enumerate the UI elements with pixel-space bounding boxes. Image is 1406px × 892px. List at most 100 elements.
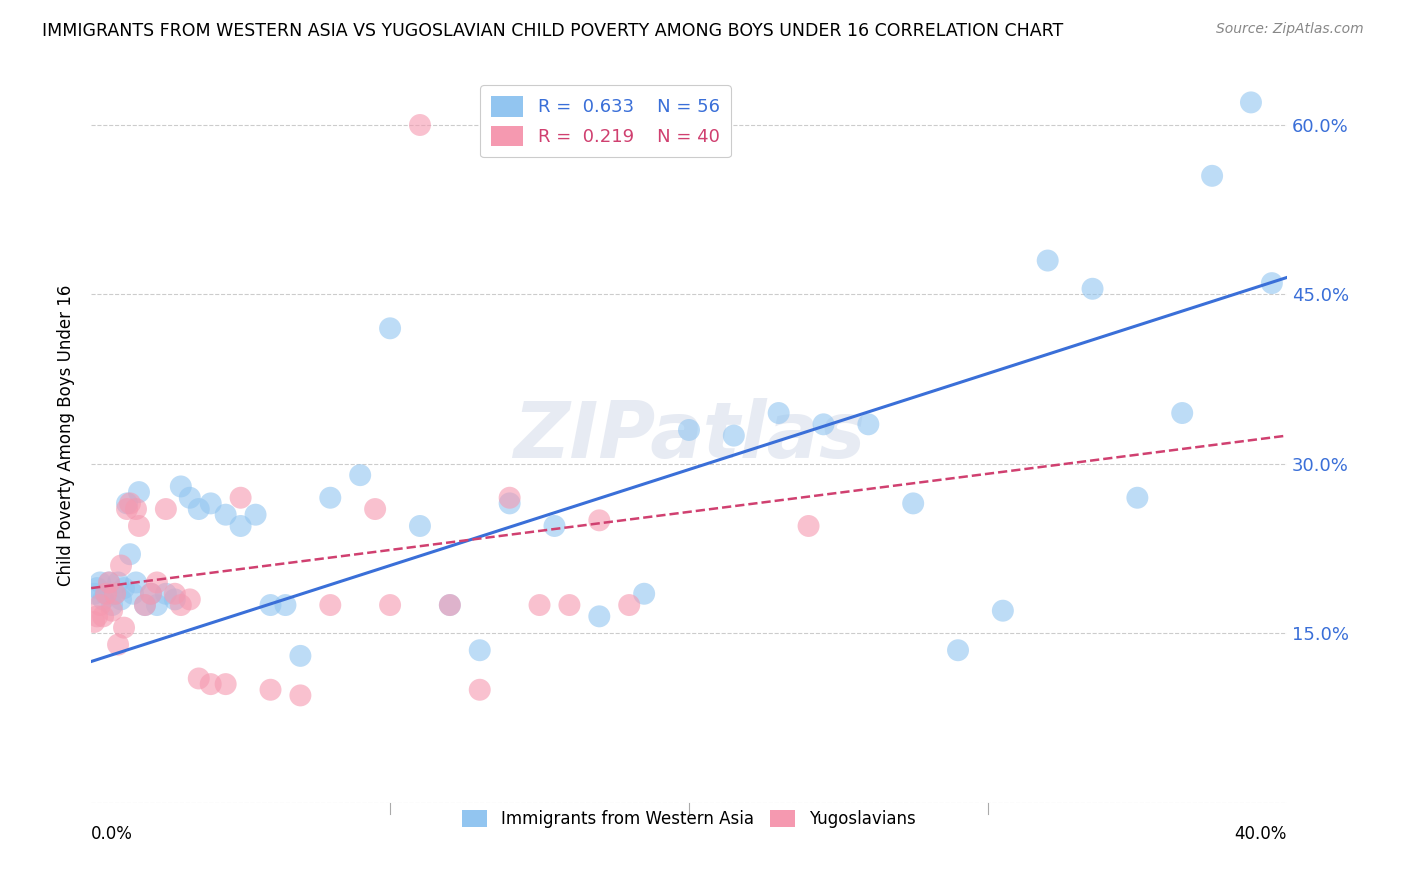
Point [118,547,141,561]
Text: IMMIGRANTS FROM WESTERN ASIA VS YUGOSLAVIAN CHILD POVERTY AMONG BOYS UNDER 16 CO: IMMIGRANTS FROM WESTERN ASIA VS YUGOSLAV… [42,22,1063,40]
Point [797,519,820,533]
Point [364,502,387,516]
Point [723,428,745,442]
Point [1240,95,1263,110]
Point [468,682,491,697]
Point [409,118,432,132]
Point [86,609,108,624]
Point [200,496,222,510]
Point [1201,169,1223,183]
Point [98,575,121,590]
Point [170,479,193,493]
Point [107,638,129,652]
Point [858,417,880,432]
Point [468,643,491,657]
Point [163,592,186,607]
Text: 0.0%: 0.0% [91,825,134,843]
Point [558,598,581,612]
Point [155,502,177,516]
Point [146,575,169,590]
Point [439,598,461,612]
Y-axis label: Child Poverty Among Boys Under 16: Child Poverty Among Boys Under 16 [58,285,75,586]
Point [139,587,162,601]
Point [179,592,201,607]
Point [409,519,432,533]
Point [588,609,610,624]
Point [187,502,209,516]
Point [229,519,252,533]
Point [1126,491,1149,505]
Point [290,689,312,703]
Point [83,587,105,601]
Point [146,598,169,612]
Point [1171,406,1194,420]
Point [110,558,132,573]
Point [170,598,193,612]
Point [118,496,141,510]
Point [134,598,156,612]
Point [215,677,238,691]
Point [319,491,342,505]
Point [91,592,114,607]
Point [229,491,252,505]
Point [543,519,565,533]
Point [89,598,111,612]
Point [125,502,148,516]
Point [319,598,342,612]
Point [1261,276,1284,290]
Point [179,491,201,505]
Point [588,513,610,527]
Point [139,587,162,601]
Point [155,587,177,601]
Point [378,321,401,335]
Point [200,677,222,691]
Point [768,406,790,420]
Point [813,417,835,432]
Point [89,575,111,590]
Point [259,682,281,697]
Point [619,598,641,612]
Point [104,587,127,601]
Point [529,598,551,612]
Point [245,508,267,522]
Point [115,496,138,510]
Point [633,587,655,601]
Point [439,598,461,612]
Point [125,575,148,590]
Point [122,587,145,601]
Point [946,643,969,657]
Text: 40.0%: 40.0% [1234,825,1286,843]
Point [112,621,135,635]
Point [107,575,129,590]
Legend: Immigrants from Western Asia, Yugoslavians: Immigrants from Western Asia, Yugoslavia… [456,804,922,835]
Point [112,581,135,595]
Point [1081,282,1104,296]
Point [98,575,121,590]
Point [94,587,117,601]
Point [101,598,124,612]
Point [115,502,138,516]
Point [91,609,114,624]
Point [94,587,117,601]
Text: Source: ZipAtlas.com: Source: ZipAtlas.com [1216,22,1364,37]
Point [101,604,124,618]
Point [128,519,150,533]
Point [128,485,150,500]
Point [215,508,238,522]
Point [163,587,186,601]
Text: ZIPatlas: ZIPatlas [513,398,865,474]
Point [498,496,520,510]
Point [83,615,105,629]
Point [134,598,156,612]
Point [378,598,401,612]
Point [259,598,281,612]
Point [498,491,520,505]
Point [274,598,297,612]
Point [187,672,209,686]
Point [991,604,1014,618]
Point [349,468,371,483]
Point [901,496,924,510]
Point [1036,253,1059,268]
Point [86,581,108,595]
Point [110,592,132,607]
